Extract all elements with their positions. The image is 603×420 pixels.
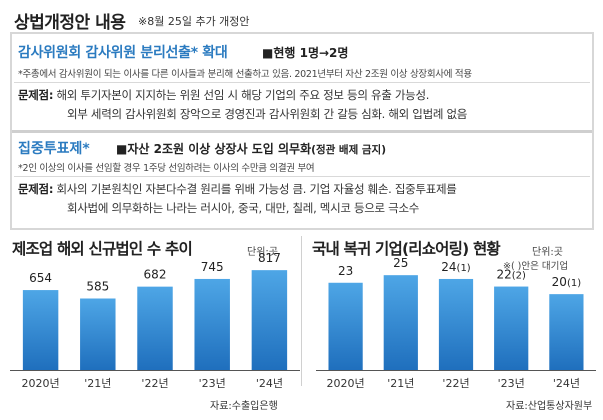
chart2-value-label: 23 [338, 264, 353, 278]
chart2-category-label: '22년 [442, 377, 469, 390]
chart2-value-label: 25 [393, 256, 408, 270]
section1-problem-line1: 해외 투기자본이 지지하는 위원 선임 시 해당 기업의 주요 정보 등의 유출… [56, 88, 430, 102]
chart1-unit: 단위:곳 [247, 247, 278, 258]
chart2-title: 국내 복귀 기업(리쇼어링) 현황 [312, 240, 501, 258]
section1-title-mark: * [190, 45, 198, 61]
section1-problem-label: 문제점: [18, 88, 54, 102]
chart2-bar [328, 282, 363, 370]
section1-title: 감사위원회 감사위원 분리선출* 확대 [18, 42, 228, 62]
chart1-category-label: 2020년 [22, 377, 60, 390]
chart2-marks: 23 2020년 25 '21년 24(1) '22년 22(2) '23년 20(1) '24년 [316, 256, 596, 390]
chart2-value-label: 24(1) [441, 260, 471, 274]
chart1-title: 제조업 해외 신규법인 수 추이 [12, 240, 193, 258]
chart1-source: 자료:수출입은행 [210, 401, 278, 412]
chart1-category-label: '22년 [141, 377, 168, 390]
chart1-bar [22, 290, 59, 370]
section2-title: 집중투표제* [18, 141, 90, 157]
chart-divider [301, 236, 302, 386]
chart1-value-label: 817 [258, 251, 281, 265]
chart2-large-firm-label: (1) [567, 278, 581, 289]
chart1-bar [194, 278, 230, 370]
chart2-bar [494, 286, 529, 370]
chart2-large-firm-label: (1) [457, 263, 471, 274]
chart2-category-label: 2020년 [327, 377, 365, 390]
chart1-category-label: '23년 [199, 377, 226, 390]
chart1-value-label: 682 [144, 268, 167, 282]
section1-problem-line2: 외부 세력의 감사위원회 장악으로 경영진과 감사위원회 간 갈등 심화. 해외… [67, 107, 468, 121]
chart2-category-label: '24년 [553, 377, 580, 390]
chart2-source: 자료:산업통상자원부 [506, 401, 593, 412]
section2-sub-text: ■자산 2조원 이상 상장사 도입 의무화 [116, 142, 312, 156]
chart1-value-label: 654 [29, 271, 52, 285]
chart2-large-firm-label: (2) [512, 271, 526, 282]
section1-footnote: *주총에서 감사위원이 되는 이사를 다른 이사들과 분리해 선출하고 있음. … [18, 69, 472, 80]
section1-title-suffix: 확대 [202, 45, 228, 61]
section2-sub: ■자산 2조원 이상 상장사 도입 의무화(정관 배제 금지) [116, 140, 386, 157]
chart2-value-label: 22(2) [496, 268, 526, 282]
section2-problem-label: 문제점: [18, 182, 54, 196]
chart2-value-label: 20(1) [552, 275, 582, 289]
section1-title-text: 감사위원회 감사위원 분리선출 [18, 45, 191, 61]
section-divider [12, 130, 592, 133]
section2-problem-line2: 회사법에 의무화하는 나라는 러시아, 중국, 대만, 칠레, 멕시코 등으로 … [67, 201, 420, 215]
section1-current: ■현행 1명→2명 [262, 46, 349, 60]
chart2-category-label: '21년 [387, 377, 414, 390]
chart2-bar [438, 278, 474, 370]
section2-problem: 문제점: 회사의 기본원칙인 자본다수결 원리를 위배 가능성 큼. 기업 자율… [18, 180, 457, 198]
chart1-bar [137, 286, 173, 370]
chart1-category-label: '24년 [256, 377, 283, 390]
chart1-category-label: '21년 [84, 377, 111, 390]
chart1-bar [80, 298, 116, 370]
chart2-bar [383, 275, 418, 370]
page-title: 상법개정안 내용 [14, 13, 126, 33]
chart1-value-label: 745 [201, 260, 224, 274]
chart1-value-label: 585 [86, 280, 109, 294]
chart1-bar [251, 270, 288, 370]
section2-divider [14, 176, 590, 177]
section2-footnote: *2인 이상의 이사를 선임할 경우 1주당 선임하려는 이사의 수만큼 의결권… [18, 163, 315, 174]
section1-problem: 문제점: 해외 투기자본이 지지하는 위원 선임 시 해당 기업의 주요 정보 … [18, 86, 429, 104]
section2-problem-line1: 회사의 기본원칙인 자본다수결 원리를 위배 가능성 큼. 기업 자율성 훼손.… [56, 182, 457, 196]
chart2-bar [549, 294, 584, 370]
chart1-marks: 654 2020년 585 '21년 682 '22년 745 '23년 817 '24년 [10, 251, 300, 390]
chart2-unit: 단위:곳 [532, 247, 563, 258]
section1-divider [14, 82, 590, 83]
chart2-category-label: '23년 [498, 377, 525, 390]
section2-sub-paren: (정관 배제 금지) [311, 144, 387, 156]
chart2-unit-note: ※( )안은 대기업 [503, 261, 569, 272]
header-note: ※8월 25일 추가 개정안 [138, 15, 250, 28]
